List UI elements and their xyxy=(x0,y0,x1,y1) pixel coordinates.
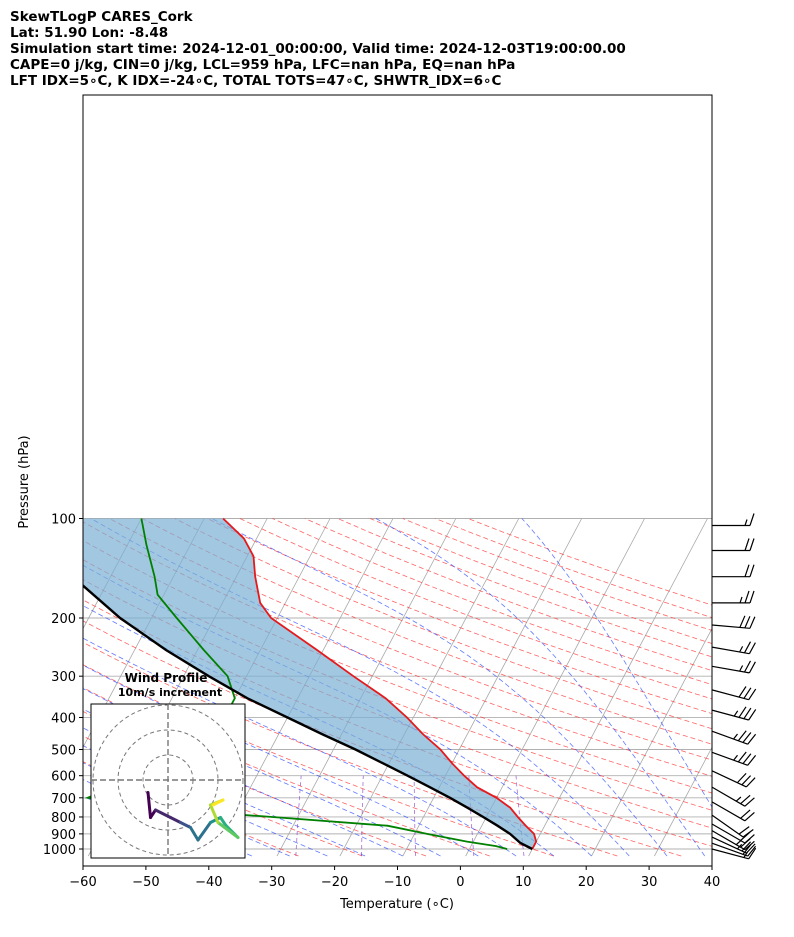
dry-adiabat xyxy=(83,664,554,857)
moist-adiabat xyxy=(83,727,366,857)
wind-barb xyxy=(711,615,756,629)
indices-line-2: LFT IDX=5∘C, K IDX=-24∘C, TOTAL TOTS=47∘… xyxy=(10,73,502,89)
wind-barb xyxy=(711,801,755,822)
mixing-ratio-line xyxy=(361,775,364,856)
y-tick-label: 700 xyxy=(51,792,76,807)
isotherm-line xyxy=(0,519,16,857)
x-tick-label: −50 xyxy=(132,875,159,890)
cin-shading xyxy=(83,518,537,849)
mixing-ratio-line xyxy=(413,775,417,857)
hodograph: Wind Profile 10m/s increment xyxy=(90,671,246,859)
dry-adiabat xyxy=(239,518,712,700)
time-line: Simulation start time: 2024-12-01_00:00:… xyxy=(10,41,626,57)
x-tick-label: 0 xyxy=(456,875,464,890)
y-tick-label: 900 xyxy=(51,828,76,843)
x-tick-label: 30 xyxy=(641,875,658,890)
wind-barb xyxy=(711,751,757,766)
chart-title: SkewTLogP CARES_Cork xyxy=(10,9,193,25)
y-tick-label: 600 xyxy=(51,770,76,785)
wind-barb xyxy=(711,641,756,655)
hodograph-segment xyxy=(146,791,152,819)
x-tick-label: −40 xyxy=(195,875,222,890)
hodograph-segment xyxy=(196,821,212,842)
y-tick-label: 100 xyxy=(51,513,76,528)
hodograph-title: Wind Profile xyxy=(125,671,208,685)
x-tick-label: 40 xyxy=(704,875,721,890)
x-tick-label: −10 xyxy=(384,875,411,890)
hodograph-subtitle: 10m/s increment xyxy=(118,686,222,699)
y-tick-label: 400 xyxy=(51,711,76,726)
dry-adiabat xyxy=(370,518,712,645)
moist-adiabat xyxy=(83,564,592,857)
temperature-line xyxy=(222,517,538,850)
parcel-line xyxy=(83,584,533,851)
dry-adiabat xyxy=(304,518,712,672)
hodograph-segment xyxy=(149,808,157,819)
wind-barb xyxy=(711,706,757,721)
x-tick-label: −20 xyxy=(321,875,348,890)
y-axis-label: Pressure (hPa) xyxy=(17,435,32,528)
wind-barb xyxy=(711,847,757,860)
hodograph-segment xyxy=(189,826,200,842)
wind-barb xyxy=(711,590,755,604)
moist-adiabat xyxy=(211,518,668,857)
dry-adiabat xyxy=(109,518,712,761)
y-tick-label: 300 xyxy=(51,670,76,685)
mixing-ratio-line xyxy=(295,775,302,856)
hodograph-segment xyxy=(209,803,220,824)
wind-barb xyxy=(711,770,756,788)
hodograph-segment xyxy=(169,816,182,824)
x-tick-label: −60 xyxy=(69,875,96,890)
wind-barb xyxy=(711,660,756,674)
moist-adiabat xyxy=(375,518,706,857)
dry-adiabat xyxy=(174,518,712,730)
x-axis-label: Temperature (∘C) xyxy=(339,897,454,912)
hodograph-segment xyxy=(219,816,227,827)
hodograph-segment xyxy=(154,808,172,819)
dry-adiabat xyxy=(83,521,712,777)
wind-barb xyxy=(711,786,755,807)
dry-adiabat xyxy=(142,518,712,745)
wind-barb xyxy=(711,564,755,578)
indices-line-1: CAPE=0 j/kg, CIN=0 j/kg, LCL=959 hPa, LF… xyxy=(10,57,516,73)
wind-barb xyxy=(711,513,755,527)
moist-adiabat xyxy=(83,745,328,857)
dry-adiabat xyxy=(83,641,618,857)
y-tick-label: 1000 xyxy=(43,843,76,858)
moist-adiabat xyxy=(90,518,630,857)
wind-barb xyxy=(711,538,755,552)
wind-barb xyxy=(711,836,756,854)
x-tick-label: 20 xyxy=(578,875,595,890)
isotherm-line xyxy=(717,519,794,857)
y-tick-label: 800 xyxy=(51,811,76,826)
y-tick-label: 500 xyxy=(51,744,76,759)
moist-adiabat xyxy=(521,518,712,808)
hodograph-segment xyxy=(179,821,192,829)
moist-adiabat xyxy=(83,688,441,857)
y-tick-label: 200 xyxy=(51,612,76,627)
x-tick-label: −30 xyxy=(258,875,285,890)
moist-adiabat xyxy=(83,637,517,857)
isotherm-line xyxy=(654,746,712,857)
wind-barb xyxy=(711,730,757,745)
moist-adiabat xyxy=(83,664,479,857)
isotherm-line xyxy=(528,518,708,857)
location-line: Lat: 51.90 Lon: -8.48 xyxy=(10,25,169,41)
wind-barb xyxy=(711,686,757,701)
hodograph-segment xyxy=(216,821,240,839)
wind-barb xyxy=(711,842,757,857)
x-tick-label: 10 xyxy=(515,875,532,890)
hodograph-segment xyxy=(211,798,225,807)
